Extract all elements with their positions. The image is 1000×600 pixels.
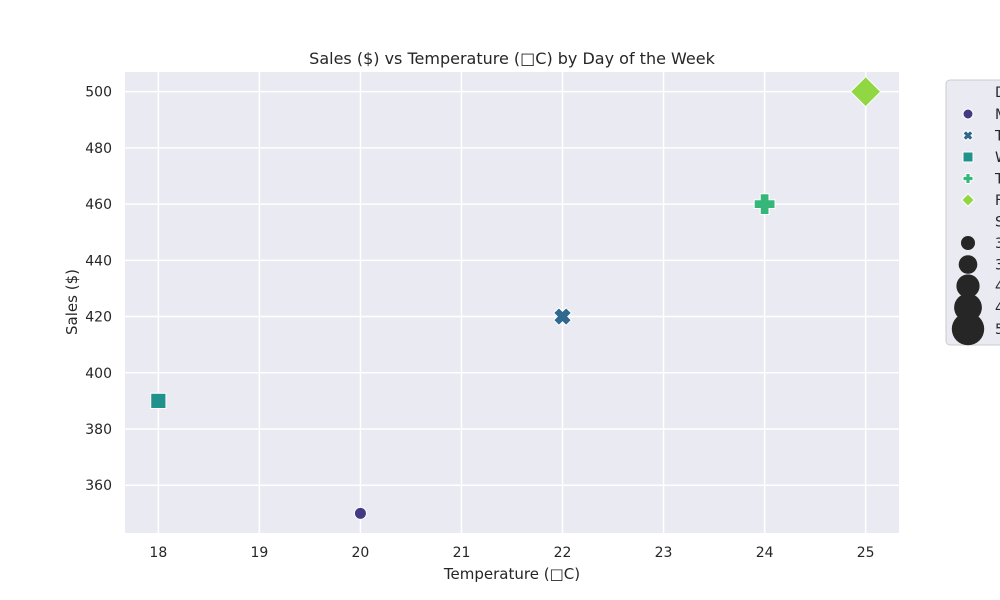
y-tick-label: 400 — [85, 366, 112, 382]
legend-size-marker — [958, 255, 978, 274]
y-tick-label: 500 — [85, 85, 112, 101]
y-tick-label: 460 — [85, 197, 112, 213]
x-tick-label: 18 — [149, 545, 167, 561]
legend-size-label: 4 — [995, 279, 1000, 295]
data-point — [552, 307, 573, 327]
legend-size-label: 3 — [995, 236, 1000, 252]
legend: DMTWTFS33445 — [945, 79, 1000, 346]
chart-title: Sales ($) vs Temperature (□C) by Day of … — [309, 49, 715, 68]
y-tick-label: 380 — [85, 422, 112, 438]
x-tick-label: 25 — [857, 545, 875, 561]
legend-entry-label: W — [995, 150, 1000, 166]
y-tick-label: 360 — [85, 478, 112, 494]
legend-size-label: 5 — [995, 322, 1000, 338]
data-points — [150, 75, 882, 520]
y-axis-label: Sales ($) — [63, 269, 81, 335]
legend-size-marker — [951, 312, 985, 346]
x-tick-label: 20 — [352, 545, 370, 561]
x-tick-label: 22 — [554, 545, 572, 561]
y-tick-label: 440 — [85, 253, 112, 269]
x-tick-label: 24 — [756, 545, 774, 561]
legend-marker — [961, 193, 975, 207]
y-tick-label: 420 — [85, 310, 112, 326]
x-tick-label: 19 — [250, 545, 268, 561]
data-point — [150, 392, 167, 409]
data-point — [353, 506, 367, 520]
legend-entry-label: F — [995, 193, 1000, 209]
x-tick-label: 23 — [655, 545, 673, 561]
y-tick-label: 480 — [85, 141, 112, 157]
x-tick-label: 21 — [453, 545, 471, 561]
legend-marker — [962, 129, 974, 142]
legend-size-marker — [956, 274, 980, 298]
legend-entry-label: M — [995, 107, 1000, 123]
legend-hue-title: D — [995, 85, 1000, 101]
legend-entry-label: T — [994, 172, 1000, 188]
plot-area — [125, 72, 899, 533]
y-tick-labels: 360 380 400 420 440 460 480 500 — [85, 85, 112, 495]
legend-marker — [962, 173, 974, 184]
legend-entry-label: T — [994, 129, 1000, 145]
legend-size-label: 4 — [995, 301, 1000, 317]
x-tick-labels: 18 19 20 21 22 23 24 25 — [149, 545, 874, 561]
legend-size-label: 3 — [995, 258, 1000, 274]
x-axis-label: Temperature (□C) — [443, 565, 580, 583]
legend-marker — [962, 151, 974, 163]
legend-marker — [962, 108, 974, 120]
legend-size-title: S — [995, 215, 1000, 231]
legend-size-marker — [961, 236, 975, 250]
data-point — [849, 75, 882, 108]
data-point — [753, 193, 776, 216]
